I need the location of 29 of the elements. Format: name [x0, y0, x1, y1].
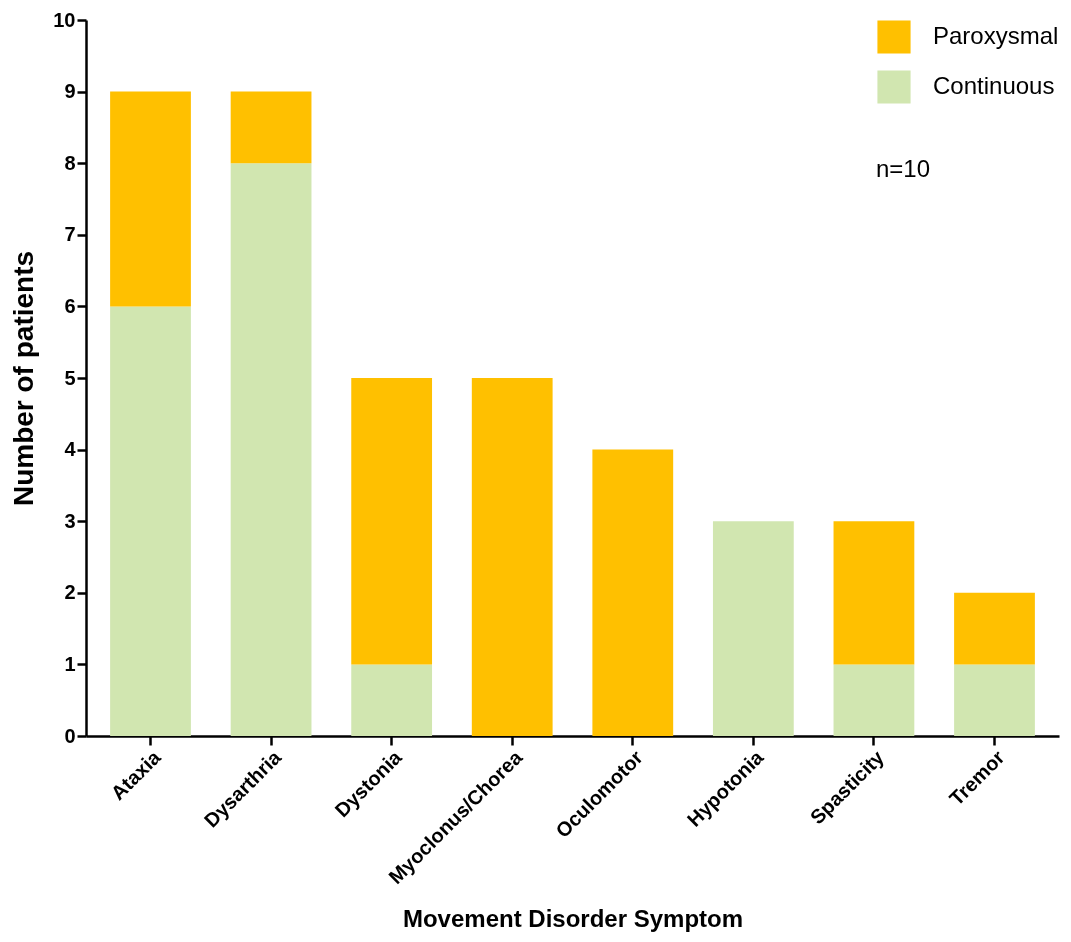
- legend-label: Continuous: [933, 72, 1055, 99]
- bar: [954, 664, 1035, 736]
- y-tick-label: 10: [53, 8, 76, 31]
- bar: [351, 378, 433, 665]
- y-tick-label: 4: [64, 438, 77, 461]
- bar: [110, 91, 191, 307]
- x-axis-title: Movement Disorder Symptom: [402, 905, 744, 933]
- y-tick-label: 8: [64, 151, 76, 174]
- y-tick-label: 9: [64, 80, 76, 103]
- bar: [230, 91, 312, 164]
- y-tick-label: 0: [64, 724, 76, 747]
- y-tick-label: 7: [64, 223, 76, 246]
- bar: [351, 664, 433, 736]
- bar: [833, 664, 915, 736]
- bar: [592, 449, 674, 736]
- y-axis-title: Number of patients: [8, 250, 40, 507]
- y-tick-label: 6: [64, 294, 76, 317]
- bar: [712, 521, 794, 736]
- bar: [230, 163, 312, 736]
- bar: [471, 378, 553, 736]
- y-tick-label: 3: [64, 509, 76, 532]
- y-tick-label: 1: [64, 652, 76, 675]
- legend-label: Paroxysmal: [933, 22, 1059, 49]
- annotation: n=10: [876, 155, 931, 182]
- y-tick-label: 5: [64, 366, 76, 389]
- bar: [833, 521, 915, 665]
- bar: [954, 592, 1035, 665]
- y-tick-label: 2: [64, 581, 76, 604]
- bar: [110, 306, 191, 736]
